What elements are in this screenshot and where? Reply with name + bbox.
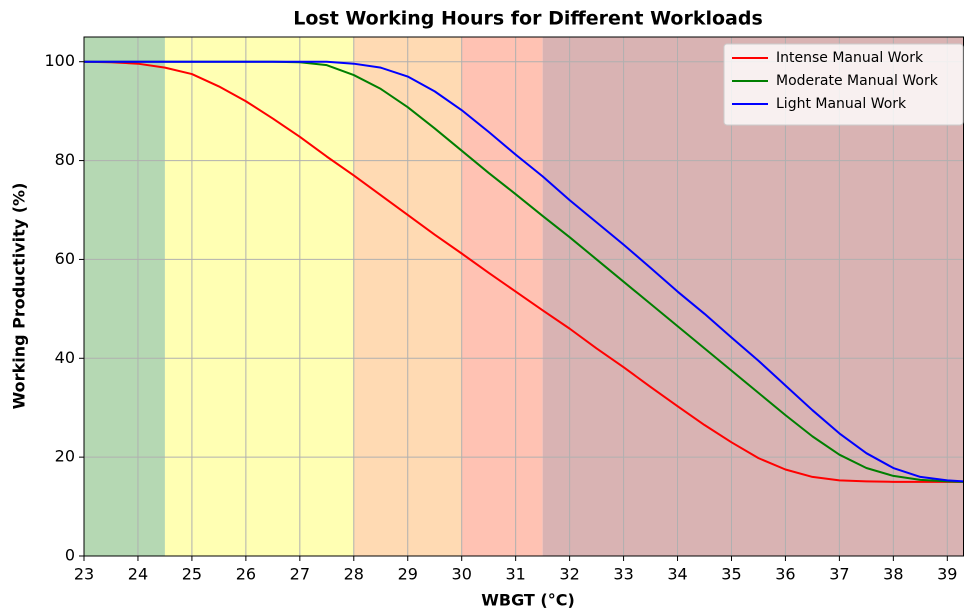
y-tick-label: 80 — [55, 150, 75, 169]
x-tick-label: 29 — [398, 565, 418, 584]
series-line — [83, 60, 964, 483]
y-tick-label: 100 — [44, 51, 75, 70]
legend-label: Intense Manual Work — [776, 50, 924, 66]
x-tick-label: 38 — [883, 565, 903, 584]
zone-band — [461, 37, 543, 556]
chart-title: Lost Working Hours for Different Workloa… — [293, 8, 763, 30]
y-tick-label: 60 — [55, 249, 75, 268]
x-tick-label: 33 — [613, 565, 633, 584]
x-axis-label: WBGT (°C) — [481, 591, 575, 610]
x-tick-label: 39 — [937, 565, 957, 584]
y-tick-label: 20 — [55, 447, 75, 466]
x-tick-label: 26 — [236, 565, 256, 584]
zone-band — [164, 37, 354, 556]
x-tick-label: 30 — [452, 565, 472, 584]
x-tick-label: 27 — [290, 565, 310, 584]
legend-box — [723, 43, 964, 126]
series-line — [84, 60, 964, 483]
zone-band — [84, 37, 165, 556]
x-tick-label: 37 — [829, 565, 849, 584]
x-tick-label: 28 — [344, 565, 364, 584]
x-tick-label: 24 — [128, 565, 148, 584]
x-tick-label: 32 — [559, 565, 579, 584]
x-tick-label: 35 — [721, 565, 741, 584]
x-tick-label: 23 — [74, 565, 94, 584]
x-tick-label: 25 — [182, 565, 202, 584]
x-tick-label: 36 — [775, 565, 795, 584]
legend-label: Moderate Manual Work — [776, 73, 939, 89]
x-tick-label: 31 — [505, 565, 525, 584]
y-tick-label: 0 — [65, 546, 75, 565]
x-tick-label: 34 — [667, 565, 687, 584]
legend-label: Light Manual Work — [776, 96, 907, 112]
y-tick-label: 40 — [55, 348, 75, 367]
y-axis-label: Working Productivity (%) — [10, 183, 29, 410]
